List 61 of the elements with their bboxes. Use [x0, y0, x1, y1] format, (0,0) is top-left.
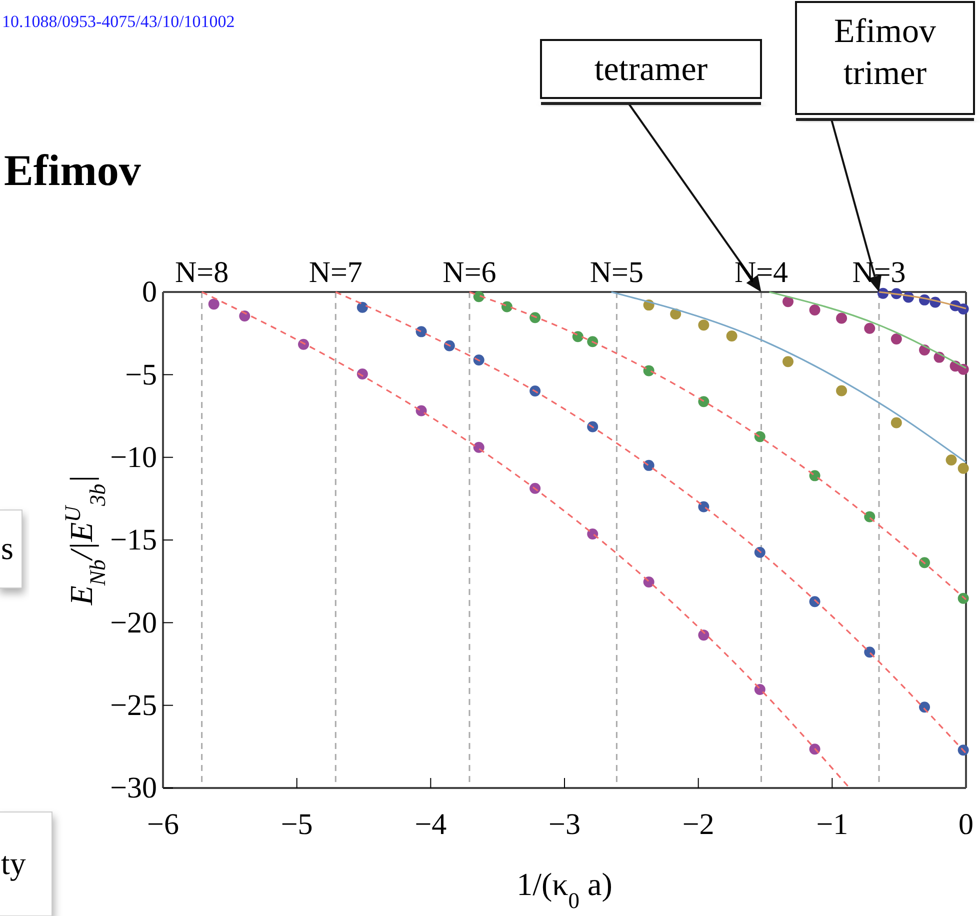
point [836, 385, 848, 396]
point [754, 684, 766, 695]
annotation: N=6 [442, 256, 496, 289]
chart-title: Efimov [4, 146, 141, 195]
point [754, 546, 766, 558]
point [473, 442, 484, 453]
point [530, 386, 541, 397]
point [698, 320, 710, 331]
point [782, 356, 794, 368]
point [239, 310, 250, 322]
point [864, 646, 876, 658]
point [836, 312, 848, 324]
x-tick-label: −1 [816, 808, 848, 841]
point [298, 338, 310, 350]
y-tick-label: −30 [110, 772, 157, 805]
point [208, 298, 220, 310]
point [473, 354, 484, 366]
point [530, 482, 541, 494]
y-tick-label: −10 [110, 440, 157, 474]
point [946, 454, 957, 466]
point [698, 630, 710, 641]
point [416, 326, 427, 338]
point [864, 322, 876, 334]
point [530, 312, 541, 324]
text: tetramer [594, 51, 708, 88]
x-tick-label: 0 [958, 808, 974, 841]
line-series [201, 291, 850, 789]
point [698, 501, 710, 512]
point [356, 368, 368, 380]
point [890, 333, 902, 344]
y-tick-label: −5 [125, 358, 157, 392]
x-axis-title: 1/(κ$_{0}$ a) [516, 866, 612, 912]
point [643, 576, 654, 588]
point [782, 296, 794, 308]
text: 10.1088/0953-4075/43/10/101002 [2, 12, 235, 31]
point [958, 592, 969, 604]
text: s [1, 530, 14, 566]
point [809, 304, 820, 316]
y-tick-label: −25 [110, 688, 157, 722]
annotation: N=7 [308, 256, 362, 289]
x-tick-label: −6 [147, 808, 179, 841]
y-tick-label: −15 [110, 524, 157, 557]
point [587, 528, 598, 540]
point [809, 470, 820, 482]
x-tick-label: −5 [280, 808, 313, 841]
point [958, 462, 969, 474]
x-tick-label: −2 [682, 808, 714, 841]
point [890, 417, 902, 428]
x-tick-label: −4 [414, 808, 447, 841]
point [572, 331, 584, 342]
annotation: N=8 [175, 256, 229, 289]
annotation: N=5 [590, 256, 644, 289]
x-tick-label: −3 [548, 808, 580, 841]
point [473, 291, 484, 302]
y-tick-label: −20 [110, 606, 157, 640]
point [726, 330, 738, 342]
point [356, 302, 368, 313]
y-tick-label: 0 [142, 276, 157, 309]
text: Efimov trimer [834, 13, 936, 92]
point [809, 596, 820, 608]
text: ty [1, 845, 26, 881]
